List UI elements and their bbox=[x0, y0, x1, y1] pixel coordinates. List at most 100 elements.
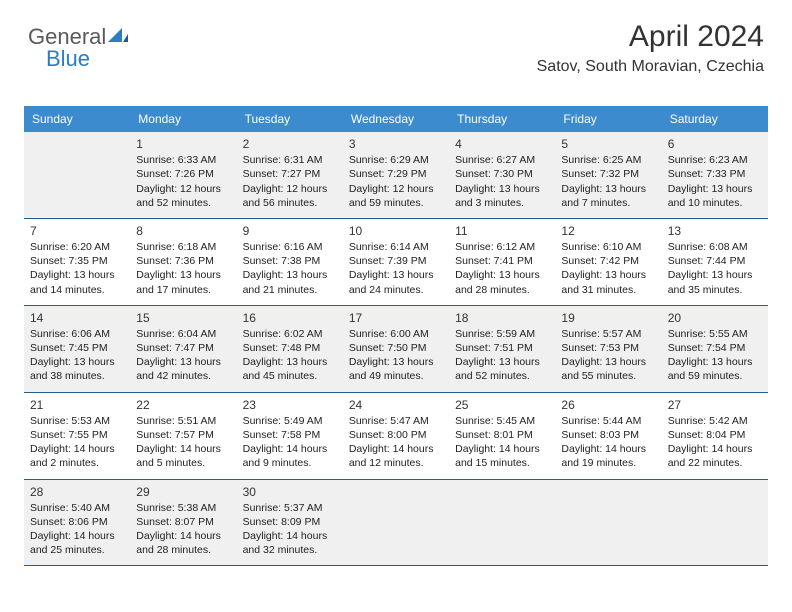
day-number: 29 bbox=[136, 484, 230, 500]
calendar-cell bbox=[343, 480, 449, 566]
calendar-row: 7Sunrise: 6:20 AMSunset: 7:35 PMDaylight… bbox=[24, 219, 768, 306]
day-number: 12 bbox=[561, 223, 655, 239]
day-number: 23 bbox=[243, 397, 337, 413]
day-info: Sunrise: 6:04 AMSunset: 7:47 PMDaylight:… bbox=[136, 327, 230, 384]
day-info: Sunrise: 5:57 AMSunset: 7:53 PMDaylight:… bbox=[561, 327, 655, 384]
calendar-header-cell: Monday bbox=[130, 106, 236, 132]
calendar-cell: 20Sunrise: 5:55 AMSunset: 7:54 PMDayligh… bbox=[662, 306, 768, 392]
day-number: 3 bbox=[349, 136, 443, 152]
calendar-cell: 25Sunrise: 5:45 AMSunset: 8:01 PMDayligh… bbox=[449, 393, 555, 479]
calendar-cell: 7Sunrise: 6:20 AMSunset: 7:35 PMDaylight… bbox=[24, 219, 130, 305]
calendar-row: 21Sunrise: 5:53 AMSunset: 7:55 PMDayligh… bbox=[24, 393, 768, 480]
calendar-row: 28Sunrise: 5:40 AMSunset: 8:06 PMDayligh… bbox=[24, 480, 768, 567]
calendar-cell: 24Sunrise: 5:47 AMSunset: 8:00 PMDayligh… bbox=[343, 393, 449, 479]
day-number: 25 bbox=[455, 397, 549, 413]
day-number: 9 bbox=[243, 223, 337, 239]
day-number: 27 bbox=[668, 397, 762, 413]
day-number: 16 bbox=[243, 310, 337, 326]
day-number: 30 bbox=[243, 484, 337, 500]
calendar: SundayMondayTuesdayWednesdayThursdayFrid… bbox=[24, 106, 768, 566]
calendar-cell: 9Sunrise: 6:16 AMSunset: 7:38 PMDaylight… bbox=[237, 219, 343, 305]
calendar-cell: 30Sunrise: 5:37 AMSunset: 8:09 PMDayligh… bbox=[237, 480, 343, 566]
day-number: 5 bbox=[561, 136, 655, 152]
day-info: Sunrise: 5:59 AMSunset: 7:51 PMDaylight:… bbox=[455, 327, 549, 384]
calendar-cell bbox=[449, 480, 555, 566]
day-info: Sunrise: 6:14 AMSunset: 7:39 PMDaylight:… bbox=[349, 240, 443, 297]
calendar-cell: 29Sunrise: 5:38 AMSunset: 8:07 PMDayligh… bbox=[130, 480, 236, 566]
calendar-cell: 1Sunrise: 6:33 AMSunset: 7:26 PMDaylight… bbox=[130, 132, 236, 218]
day-info: Sunrise: 5:40 AMSunset: 8:06 PMDaylight:… bbox=[30, 501, 124, 558]
day-number: 1 bbox=[136, 136, 230, 152]
calendar-cell: 16Sunrise: 6:02 AMSunset: 7:48 PMDayligh… bbox=[237, 306, 343, 392]
day-number: 26 bbox=[561, 397, 655, 413]
day-info: Sunrise: 5:37 AMSunset: 8:09 PMDaylight:… bbox=[243, 501, 337, 558]
day-info: Sunrise: 6:20 AMSunset: 7:35 PMDaylight:… bbox=[30, 240, 124, 297]
location: Satov, South Moravian, Czechia bbox=[537, 58, 764, 76]
day-info: Sunrise: 6:08 AMSunset: 7:44 PMDaylight:… bbox=[668, 240, 762, 297]
day-info: Sunrise: 5:51 AMSunset: 7:57 PMDaylight:… bbox=[136, 414, 230, 471]
calendar-header-cell: Sunday bbox=[24, 106, 130, 132]
day-info: Sunrise: 5:47 AMSunset: 8:00 PMDaylight:… bbox=[349, 414, 443, 471]
calendar-cell: 11Sunrise: 6:12 AMSunset: 7:41 PMDayligh… bbox=[449, 219, 555, 305]
calendar-row: 14Sunrise: 6:06 AMSunset: 7:45 PMDayligh… bbox=[24, 306, 768, 393]
calendar-cell bbox=[662, 480, 768, 566]
calendar-cell: 13Sunrise: 6:08 AMSunset: 7:44 PMDayligh… bbox=[662, 219, 768, 305]
calendar-cell: 17Sunrise: 6:00 AMSunset: 7:50 PMDayligh… bbox=[343, 306, 449, 392]
day-number: 6 bbox=[668, 136, 762, 152]
calendar-cell bbox=[555, 480, 661, 566]
day-info: Sunrise: 6:10 AMSunset: 7:42 PMDaylight:… bbox=[561, 240, 655, 297]
day-number: 24 bbox=[349, 397, 443, 413]
calendar-cell: 28Sunrise: 5:40 AMSunset: 8:06 PMDayligh… bbox=[24, 480, 130, 566]
day-info: Sunrise: 6:06 AMSunset: 7:45 PMDaylight:… bbox=[30, 327, 124, 384]
day-info: Sunrise: 6:12 AMSunset: 7:41 PMDaylight:… bbox=[455, 240, 549, 297]
day-number: 8 bbox=[136, 223, 230, 239]
calendar-header-cell: Saturday bbox=[662, 106, 768, 132]
calendar-header-cell: Friday bbox=[555, 106, 661, 132]
day-info: Sunrise: 6:25 AMSunset: 7:32 PMDaylight:… bbox=[561, 153, 655, 210]
calendar-body: 1Sunrise: 6:33 AMSunset: 7:26 PMDaylight… bbox=[24, 132, 768, 566]
day-info: Sunrise: 6:33 AMSunset: 7:26 PMDaylight:… bbox=[136, 153, 230, 210]
day-info: Sunrise: 5:42 AMSunset: 8:04 PMDaylight:… bbox=[668, 414, 762, 471]
calendar-cell bbox=[24, 132, 130, 218]
day-info: Sunrise: 5:45 AMSunset: 8:01 PMDaylight:… bbox=[455, 414, 549, 471]
day-info: Sunrise: 6:23 AMSunset: 7:33 PMDaylight:… bbox=[668, 153, 762, 210]
day-info: Sunrise: 5:44 AMSunset: 8:03 PMDaylight:… bbox=[561, 414, 655, 471]
calendar-cell: 22Sunrise: 5:51 AMSunset: 7:57 PMDayligh… bbox=[130, 393, 236, 479]
calendar-row: 1Sunrise: 6:33 AMSunset: 7:26 PMDaylight… bbox=[24, 132, 768, 219]
day-info: Sunrise: 6:00 AMSunset: 7:50 PMDaylight:… bbox=[349, 327, 443, 384]
day-number: 4 bbox=[455, 136, 549, 152]
calendar-cell: 10Sunrise: 6:14 AMSunset: 7:39 PMDayligh… bbox=[343, 219, 449, 305]
day-info: Sunrise: 5:38 AMSunset: 8:07 PMDaylight:… bbox=[136, 501, 230, 558]
day-info: Sunrise: 5:55 AMSunset: 7:54 PMDaylight:… bbox=[668, 327, 762, 384]
day-number: 17 bbox=[349, 310, 443, 326]
day-number: 22 bbox=[136, 397, 230, 413]
calendar-cell: 5Sunrise: 6:25 AMSunset: 7:32 PMDaylight… bbox=[555, 132, 661, 218]
day-info: Sunrise: 5:49 AMSunset: 7:58 PMDaylight:… bbox=[243, 414, 337, 471]
calendar-header-cell: Tuesday bbox=[237, 106, 343, 132]
day-number: 15 bbox=[136, 310, 230, 326]
calendar-cell: 2Sunrise: 6:31 AMSunset: 7:27 PMDaylight… bbox=[237, 132, 343, 218]
day-number: 14 bbox=[30, 310, 124, 326]
day-info: Sunrise: 5:53 AMSunset: 7:55 PMDaylight:… bbox=[30, 414, 124, 471]
day-number: 13 bbox=[668, 223, 762, 239]
calendar-cell: 4Sunrise: 6:27 AMSunset: 7:30 PMDaylight… bbox=[449, 132, 555, 218]
month-title: April 2024 bbox=[537, 20, 764, 54]
day-number: 21 bbox=[30, 397, 124, 413]
day-info: Sunrise: 6:18 AMSunset: 7:36 PMDaylight:… bbox=[136, 240, 230, 297]
day-info: Sunrise: 6:29 AMSunset: 7:29 PMDaylight:… bbox=[349, 153, 443, 210]
day-info: Sunrise: 6:27 AMSunset: 7:30 PMDaylight:… bbox=[455, 153, 549, 210]
calendar-cell: 21Sunrise: 5:53 AMSunset: 7:55 PMDayligh… bbox=[24, 393, 130, 479]
calendar-cell: 18Sunrise: 5:59 AMSunset: 7:51 PMDayligh… bbox=[449, 306, 555, 392]
day-number: 11 bbox=[455, 223, 549, 239]
calendar-cell: 14Sunrise: 6:06 AMSunset: 7:45 PMDayligh… bbox=[24, 306, 130, 392]
calendar-cell: 12Sunrise: 6:10 AMSunset: 7:42 PMDayligh… bbox=[555, 219, 661, 305]
day-number: 2 bbox=[243, 136, 337, 152]
day-number: 28 bbox=[30, 484, 124, 500]
calendar-cell: 23Sunrise: 5:49 AMSunset: 7:58 PMDayligh… bbox=[237, 393, 343, 479]
calendar-cell: 19Sunrise: 5:57 AMSunset: 7:53 PMDayligh… bbox=[555, 306, 661, 392]
calendar-cell: 6Sunrise: 6:23 AMSunset: 7:33 PMDaylight… bbox=[662, 132, 768, 218]
day-info: Sunrise: 6:16 AMSunset: 7:38 PMDaylight:… bbox=[243, 240, 337, 297]
calendar-header-cell: Wednesday bbox=[343, 106, 449, 132]
calendar-cell: 27Sunrise: 5:42 AMSunset: 8:04 PMDayligh… bbox=[662, 393, 768, 479]
calendar-header-cell: Thursday bbox=[449, 106, 555, 132]
